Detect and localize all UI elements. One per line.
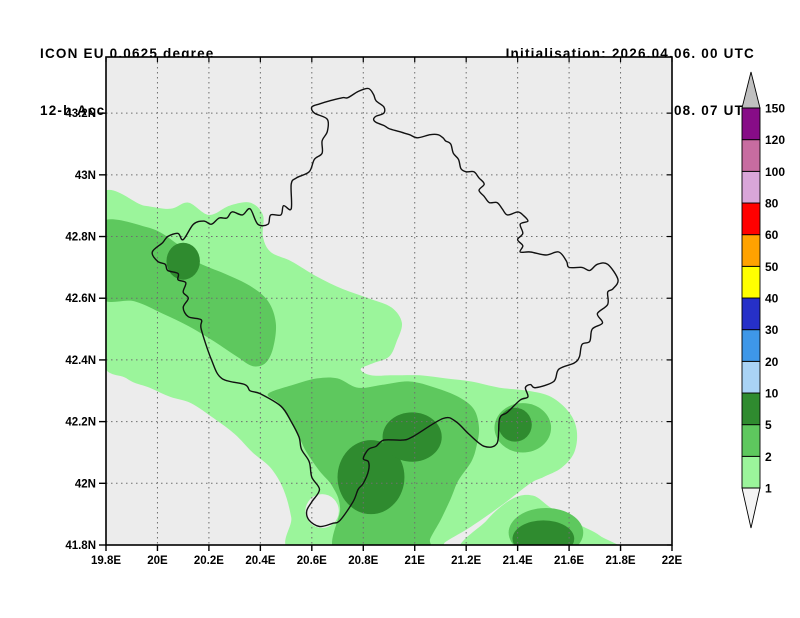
- x-tick-label: 19.8E: [91, 555, 121, 567]
- colorbar-cell: [741, 392, 761, 426]
- colorbar-label: 40: [765, 292, 779, 306]
- colorbar-cell: [741, 139, 761, 172]
- x-tick-label: 20.4E: [245, 555, 275, 567]
- colorbar-cell: [741, 265, 761, 299]
- y-tick-label: 42.6N: [65, 293, 96, 305]
- x-tick-label: 20.6E: [297, 555, 327, 567]
- precip-5-10mm-prizren-blob: [337, 440, 405, 515]
- x-tick-label: 22E: [662, 555, 683, 567]
- colorbar-legend: 1 2 5 10 20 30 40 50 60 80 100 120 150: [741, 71, 785, 529]
- precip-5-10mm-montenegro-border-blob: [166, 242, 200, 280]
- colorbar-label: 150: [765, 102, 785, 116]
- x-tick-label: 21.4E: [503, 555, 533, 567]
- colorbar-cell: [741, 360, 761, 394]
- colorbar-arrow-below: [741, 487, 761, 529]
- colorbar-cell: [741, 329, 761, 362]
- colorbar-cell: [741, 234, 761, 267]
- x-tick-label: 21.2E: [451, 555, 481, 567]
- precipitation-regions: [106, 189, 619, 545]
- colorbar-label: 80: [765, 197, 779, 211]
- y-tick-label: 41.8N: [65, 540, 96, 552]
- colorbar-label: 100: [765, 165, 785, 179]
- dry-hole-south-tip: [305, 494, 339, 529]
- colorbar-label: 30: [765, 323, 779, 337]
- y-tick-label: 43.2N: [65, 108, 96, 120]
- axes-frame: [99, 56, 673, 551]
- x-tick-label: 21.8E: [606, 555, 636, 567]
- y-tick-label: 42.8N: [65, 232, 96, 244]
- precip-5-10mm-bottom-edge-blob: [512, 520, 575, 545]
- x-tick-label: 20.2E: [194, 555, 224, 567]
- colorbar-label: 5: [765, 418, 772, 432]
- x-tick-label: 21.6E: [554, 555, 584, 567]
- colorbar-cell: [741, 297, 761, 331]
- colorbar-label: 60: [765, 228, 779, 242]
- x-tick-label: 20E: [147, 555, 168, 567]
- precip-2-5mm-northwest-core: [106, 219, 277, 367]
- map-frame: [105, 56, 673, 546]
- y-tick-label: 42.2N: [65, 417, 96, 429]
- colorbar-cell: [741, 455, 761, 489]
- colorbar-label: 20: [765, 355, 779, 369]
- colorbar-label: 50: [765, 260, 779, 274]
- y-tick-label: 42N: [75, 478, 96, 490]
- colorbar-cell: [741, 107, 761, 141]
- grid-lines: [106, 57, 672, 545]
- colorbar-label: 2: [765, 450, 772, 464]
- axis-labels: 19.8E 20E 20.2E 20.4E 20.6E 20.8E 21E 21.2E 21.4…: [65, 108, 682, 567]
- country-border: [151, 87, 619, 528]
- x-tick-label: 20.8E: [348, 555, 378, 567]
- y-tick-label: 42.4N: [65, 355, 96, 367]
- colorbar-cell: [741, 202, 761, 236]
- colorbar-arrow-above: [741, 71, 761, 109]
- colorbar-cell: [741, 170, 761, 204]
- colorbar-label: 1: [765, 482, 772, 496]
- colorbar-label: 120: [765, 133, 785, 147]
- precip-5-10mm-east-blob: [498, 407, 532, 442]
- y-tick-label: 43N: [75, 170, 96, 182]
- colorbar-cell: [741, 424, 761, 457]
- colorbar-label: 10: [765, 387, 779, 401]
- x-tick-label: 21E: [404, 555, 425, 567]
